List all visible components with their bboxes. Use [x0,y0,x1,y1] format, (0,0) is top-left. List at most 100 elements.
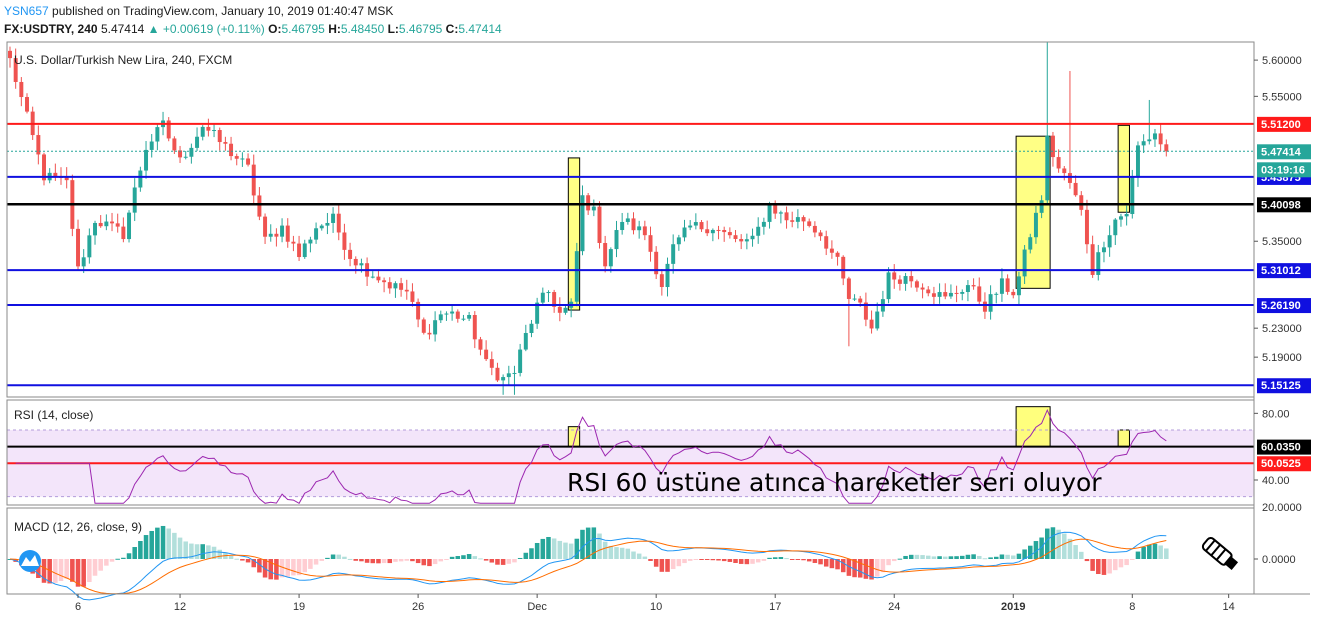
macd-histogram-bar [784,558,789,560]
macd-histogram-bar [1096,559,1101,575]
candle-body [903,276,908,284]
candle-body [1101,247,1106,253]
macd-histogram-bar [954,556,959,559]
macd-histogram-bar [64,559,69,579]
macd-histogram-bar [886,559,891,566]
countdown-tag-text: 03:19:16 [1261,164,1305,176]
candle-body [223,142,228,144]
candle-body [591,206,596,211]
macd-histogram-bar [1090,559,1095,571]
candle-body [13,58,18,82]
rsi-level-tag: 50.0525 [1257,456,1311,472]
time-tick-label: 6 [75,601,81,613]
macd-histogram-bar [1033,541,1039,559]
price-panel-background [7,42,1254,397]
macd-histogram-bar [291,559,296,576]
macd-histogram-bar [908,554,914,559]
macd-histogram-bar [812,559,818,563]
level-tag-text: 5.26190 [1261,300,1301,312]
time-tick-label: 24 [888,601,900,613]
macd-histogram-bar [1124,559,1129,566]
macd-histogram-bar [189,543,194,559]
macd-histogram-bar [251,559,256,568]
macd-histogram-bar [1062,533,1067,559]
candle-body [1130,177,1135,215]
macd-histogram-bar [166,528,171,559]
macd-histogram-bar [619,547,625,559]
rsi-panel[interactable]: RSI (14, close) RSI 60 üstüne atınca har… [7,406,1254,504]
macd-histogram-bar [98,559,103,571]
macd-histogram-bar [217,549,222,559]
macd-histogram-bar [965,554,971,559]
macd-histogram-bar [1011,555,1016,559]
publisher-username[interactable]: YSN657 [4,4,49,18]
candle-body [501,377,506,381]
macd-histogram-bar [211,546,217,559]
candle-body [733,235,738,239]
macd-histogram-bar [846,559,852,576]
macd-histogram-bar [495,559,500,565]
countdown-tag-bg [1257,162,1311,178]
close-value: 5.47414 [458,22,502,36]
macd-histogram-bar [704,559,710,560]
macd-histogram-bar [1084,559,1090,562]
candle-body [132,187,137,213]
time-axis[interactable]: 6 12 19 26 Dec 10 17 24 2019 8 14 [75,594,1235,613]
macd-histogram-bar [897,558,903,560]
price-panel[interactable]: U.S. Dollar/Turkish New Lira, 240, FXCM [7,42,1254,397]
last-price-tag: 5.47414 [1257,144,1311,160]
symbol-label[interactable]: FX:USDTRY, 240 [4,22,98,36]
candle-body [331,213,336,223]
candle-body [523,332,528,350]
rsi-level-tag-text: 50.0525 [1261,458,1301,470]
level-tag-bg [1257,197,1311,213]
macd-histogram-bar [421,559,427,566]
macd-histogram-bar [727,559,733,562]
macd-histogram-bar [489,559,495,563]
macd-histogram-bar [228,555,234,559]
candle-body [642,226,647,236]
candle-body [710,229,715,234]
macd-panel[interactable]: MACD (12, 26, close, 9) [7,520,1240,601]
macd-histogram-bar [585,527,591,559]
macd-histogram-bar [1056,529,1061,559]
ohlc-line: FX:USDTRY, 240 5.47414 ▲ +0.00619 (+0.11… [4,22,502,36]
candle-body [790,220,795,222]
macd-histogram-bar [336,554,342,559]
candle-body [138,170,143,188]
close-label: C: [445,22,459,36]
macd-histogram-bar [580,529,585,559]
candle-body [93,222,98,236]
candle-body [183,156,188,158]
candle-body [1113,219,1118,236]
macd-histogram-bar [523,552,529,559]
candle-body [438,314,443,321]
macd-histogram-bar [1164,548,1169,559]
candle-body [597,206,602,243]
time-tick-label: 12 [174,601,186,613]
candle-body [705,229,710,234]
macd-histogram-bar [778,557,784,559]
candle-body [444,313,449,315]
macd-histogram-bar [1067,538,1073,559]
macd-histogram-bar [517,557,523,559]
candle-body [620,221,625,231]
macd-histogram-bar [687,559,693,561]
macd-histogram-bar [653,559,659,567]
macd-histogram-bar [1079,551,1084,559]
hand-cursor-shape [1201,536,1239,570]
macd-histogram-bar [1073,545,1078,559]
candle-body [325,222,330,226]
rsi-level-tag-bg [1257,456,1311,472]
price-tick-label: 5.60000 [1262,55,1302,67]
candle-body [53,172,58,177]
candle-body [1107,235,1112,248]
macd-histogram-bar [625,548,631,559]
macd-histogram-bar [461,555,466,559]
macd-histogram-bar [557,540,563,559]
price-tick-label: 5.19000 [1262,352,1302,364]
candle-body [603,242,608,267]
highlight-box [1117,124,1130,213]
macd-histogram-bar [87,559,92,583]
